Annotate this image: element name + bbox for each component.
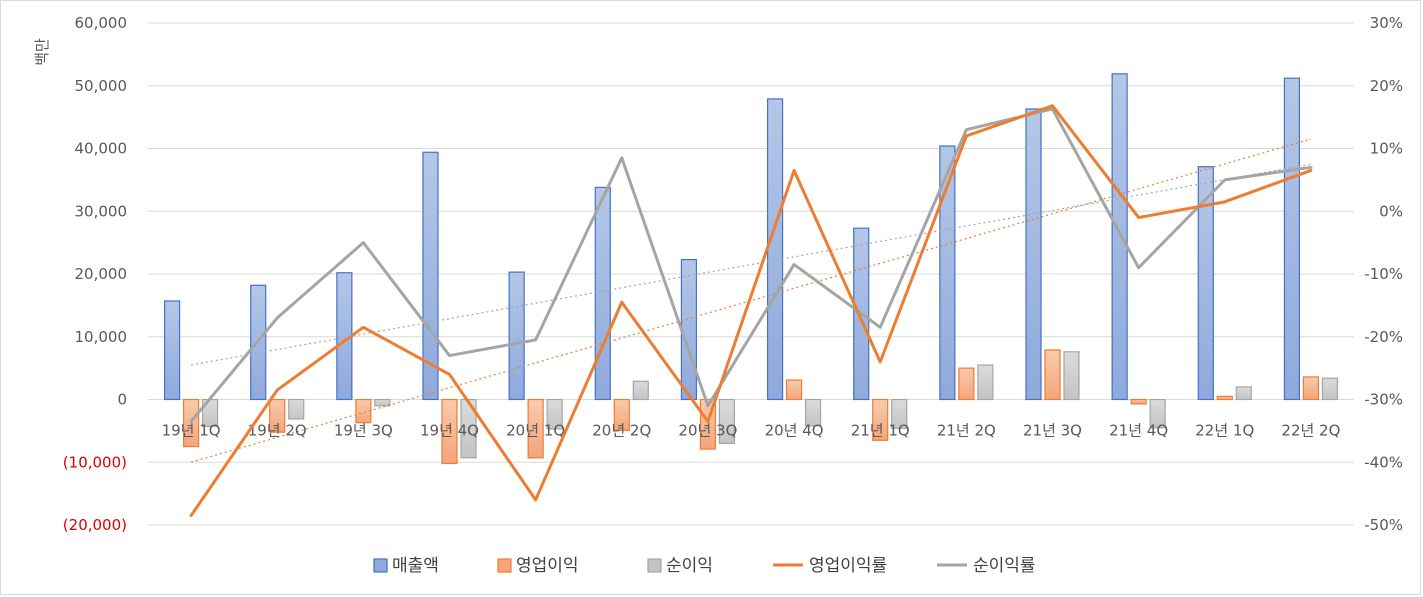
left-axis-tick-label: 40,000 xyxy=(75,140,128,158)
bar-영업이익 xyxy=(1044,349,1061,401)
bar-매출액 xyxy=(508,271,525,401)
legend-label: 영업이익률 xyxy=(809,556,887,576)
category-label: 20년 2Q xyxy=(592,422,651,440)
bar-순이익 xyxy=(288,398,305,420)
right-axis-tick-label: 30% xyxy=(1370,14,1403,32)
y-axis-unit-label: 백만 xyxy=(33,38,51,66)
legend-label: 순이익률 xyxy=(973,556,1036,576)
bar-매출액 xyxy=(1283,77,1301,401)
left-axis-tick-label: 50,000 xyxy=(75,77,128,95)
right-axis-tick-label: -30% xyxy=(1364,391,1403,409)
category-label: 19년 2Q xyxy=(248,422,307,440)
category-label: 20년 1Q xyxy=(506,422,565,440)
left-axis-tick-label: 0 xyxy=(117,391,127,409)
category-label: 19년 1Q xyxy=(162,422,221,440)
bar-순이익 xyxy=(891,398,908,429)
category-label: 20년 3Q xyxy=(678,422,737,440)
trendline-영업이익률 xyxy=(190,138,1312,463)
bar-영업이익 xyxy=(1302,376,1320,401)
left-axis-ticks: 60,000 50,000 40,000 30,000 20,000 10,000 0 (10… xyxy=(63,14,127,534)
bar-영업이익 xyxy=(1130,398,1147,405)
right-axis-tick-label: -50% xyxy=(1364,516,1403,534)
category-label: 19년 4Q xyxy=(420,422,479,440)
bar-매출액 xyxy=(939,145,956,401)
bar-매출액 xyxy=(1025,108,1042,401)
bar-순이익 xyxy=(804,398,822,427)
legend-swatch xyxy=(497,558,512,573)
category-label: 21년 1Q xyxy=(851,422,910,440)
category-label: 21년 2Q xyxy=(937,422,996,440)
bar-매출액 xyxy=(594,186,611,401)
line-순이익률 xyxy=(189,107,1313,423)
category-label: 22년 1Q xyxy=(1195,422,1254,440)
bar-영업이익 xyxy=(1216,395,1233,401)
line-series xyxy=(189,104,1313,518)
category-label: 21년 3Q xyxy=(1023,422,1082,440)
bar-영업이익 xyxy=(958,367,975,401)
category-labels: 19년 1Q 19년 2Q 19년 3Q 19년 4Q 20년 1Q 20년 2Q 20년 … xyxy=(162,422,1341,440)
bar-매출액 xyxy=(1197,166,1214,401)
bar-매출액 xyxy=(163,300,181,401)
left-axis-tick-label: 60,000 xyxy=(75,14,128,32)
category-label: 19년 3Q xyxy=(334,422,393,440)
right-axis-ticks: 30% 20% 10% 0% -10% -20% -30% -40% -50% xyxy=(1364,14,1403,534)
right-axis-tick-label: -10% xyxy=(1364,265,1403,283)
legend: 매출액 영업이익 순이익 영업이익률 순이익률 xyxy=(373,556,1036,576)
bar-순이익 xyxy=(632,380,649,401)
left-axis-tick-label: 20,000 xyxy=(75,265,128,283)
left-axis-tick-label: (10,000) xyxy=(63,453,127,471)
category-label: 22년 2Q xyxy=(1281,422,1340,440)
left-axis-tick-label: 10,000 xyxy=(75,328,128,346)
bar-영업이익 xyxy=(613,398,630,431)
bar-순이익 xyxy=(1063,351,1080,401)
category-label: 20년 4Q xyxy=(765,422,824,440)
right-axis-tick-label: -40% xyxy=(1364,453,1403,471)
bar-영업이익 xyxy=(527,398,544,459)
left-axis-tick-label: 30,000 xyxy=(75,202,128,220)
right-axis-tick-label: -20% xyxy=(1364,328,1403,346)
bar-순이익 xyxy=(1321,377,1339,401)
bar-영업이익 xyxy=(441,398,458,465)
trendlines xyxy=(190,138,1312,463)
bar-순이익 xyxy=(977,364,994,401)
right-axis-tick-label: 10% xyxy=(1370,140,1403,158)
legend-swatch xyxy=(373,558,388,573)
bar-영업이익 xyxy=(269,398,286,433)
bar-순이익 xyxy=(374,398,391,407)
bar-영업이익 xyxy=(785,379,803,401)
bar-순이익 xyxy=(1149,398,1166,429)
bar-매출액 xyxy=(680,258,698,401)
bar-매출액 xyxy=(1111,73,1128,401)
bar-순이익 xyxy=(1235,386,1252,401)
bar-series xyxy=(163,73,1339,465)
legend-label: 매출액 xyxy=(392,556,439,576)
line-영업이익률 xyxy=(189,104,1313,518)
right-axis-tick-label: 0% xyxy=(1379,202,1403,220)
bar-매출액 xyxy=(766,98,784,401)
left-axis-tick-label: (20,000) xyxy=(63,516,127,534)
category-label: 21년 4Q xyxy=(1109,422,1168,440)
legend-swatch xyxy=(647,558,662,573)
bar-영업이익 xyxy=(182,398,200,448)
bar-순이익 xyxy=(718,398,736,445)
bar-순이익 xyxy=(546,398,563,430)
legend-label: 순이익 xyxy=(666,556,713,576)
bar-영업이익 xyxy=(355,398,372,424)
right-axis-tick-label: 20% xyxy=(1370,77,1403,95)
bar-영업이익 xyxy=(872,398,889,441)
legend-label: 영업이익 xyxy=(516,556,579,576)
